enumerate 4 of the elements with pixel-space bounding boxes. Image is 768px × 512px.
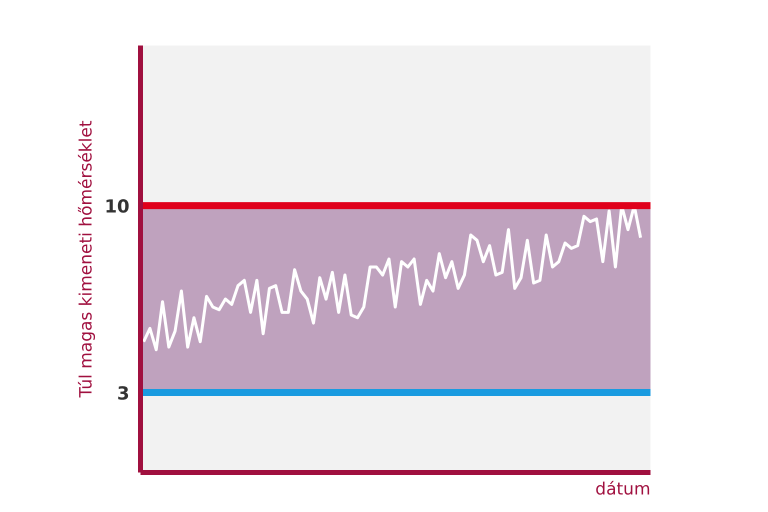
x-axis-title: dátum (595, 480, 651, 500)
y-tick-label: 10 (104, 196, 130, 218)
y-tick-label: 3 (116, 383, 130, 404)
y-axis-title: Túl magas kimeneti hőmérséklet (76, 120, 96, 398)
